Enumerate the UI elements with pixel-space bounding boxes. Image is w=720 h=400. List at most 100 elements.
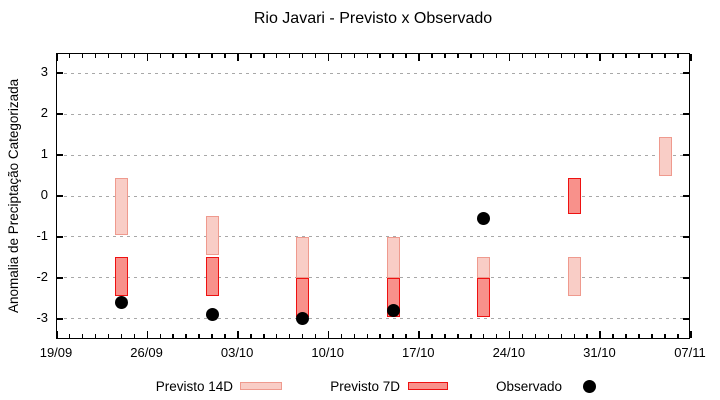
x-tick-label: 17/10: [402, 345, 435, 360]
gridline: [57, 236, 689, 238]
observado-dot: [115, 295, 129, 309]
x-axis-tick: [120, 54, 123, 58]
x-axis-tick: [275, 334, 278, 338]
x-axis-tick: [560, 54, 563, 58]
x-axis-tick: [211, 334, 213, 338]
x-axis-tick: [482, 334, 485, 338]
y-tick-label: 3: [40, 64, 48, 80]
x-axis-tick: [599, 54, 601, 61]
x-axis-tick: [68, 334, 71, 338]
x-axis-tick: [211, 54, 213, 58]
x-axis-tick: [379, 334, 381, 338]
y-axis-tick: [683, 195, 689, 197]
x-axis-tick: [638, 54, 640, 58]
bar-previsto-14d: [568, 257, 582, 297]
y-axis-tick: [57, 317, 63, 320]
y-axis-tick: [683, 235, 689, 238]
x-axis-tick: [470, 54, 472, 58]
y-axis-tick: [57, 72, 63, 75]
x-axis-tick: [340, 334, 343, 338]
x-axis-tick: [586, 334, 588, 338]
x-axis-tick: [81, 334, 84, 338]
y-axis-tick: [57, 154, 63, 157]
x-axis-tick: [353, 334, 356, 338]
x-axis-tick: [340, 54, 343, 58]
y-tick-label: 1: [40, 146, 48, 162]
y-axis-tick: [57, 276, 63, 279]
x-axis-tick: [677, 54, 679, 58]
bar-previsto-14d: [115, 177, 129, 235]
bar-previsto-14d: [386, 236, 400, 278]
plot-area: [56, 53, 692, 339]
x-axis-tick: [198, 334, 200, 338]
x-axis-tick: [444, 334, 446, 338]
x-axis-tick: [482, 54, 485, 58]
x-axis-tick: [327, 331, 330, 338]
bar-previsto-7d: [568, 177, 582, 215]
x-axis-tick: [508, 331, 511, 338]
x-axis-tick: [690, 54, 692, 61]
x-axis-tick: [418, 331, 420, 338]
x-axis-tick: [560, 334, 563, 338]
x-axis-tick: [651, 54, 653, 58]
x-axis-tick: [263, 334, 265, 338]
x-axis-tick: [107, 54, 110, 58]
x-axis-tick: [547, 334, 550, 338]
x-axis-tick: [301, 54, 304, 58]
x-axis-tick: [94, 334, 97, 338]
y-axis-tick: [57, 235, 63, 238]
x-axis-tick: [495, 334, 498, 338]
gridline: [57, 72, 689, 74]
x-axis-tick: [224, 334, 226, 338]
x-axis-tick: [405, 54, 407, 58]
x-tick-label: 26/09: [130, 345, 163, 360]
x-axis-tick: [495, 54, 498, 58]
x-tick-label: 24/10: [492, 345, 526, 360]
x-axis-tick: [314, 334, 317, 338]
x-tick-label: 03/10: [220, 345, 254, 360]
bar-previsto-14d: [477, 257, 491, 278]
x-axis-tick: [470, 334, 472, 338]
x-axis-tick: [263, 54, 265, 58]
x-axis-tick: [107, 334, 110, 338]
x-axis-tick: [353, 54, 356, 58]
x-axis-tick: [638, 334, 640, 338]
x-axis-tick: [625, 334, 627, 338]
bar-previsto-7d: [205, 257, 219, 297]
observado-dot: [477, 211, 491, 225]
x-axis-tick: [690, 331, 692, 338]
y-tick-label: -2: [36, 268, 48, 284]
x-axis-tick: [534, 334, 537, 338]
x-axis-tick: [379, 54, 381, 58]
chart-title: Rio Javari - Previsto x Observado: [253, 10, 493, 27]
gridline: [57, 154, 689, 156]
x-axis-tick: [56, 331, 58, 338]
x-axis-tick: [599, 331, 601, 338]
x-axis-tick: [146, 331, 149, 338]
x-axis-tick: [185, 334, 187, 338]
x-tick-label: 10/10: [311, 345, 344, 360]
x-axis-tick: [573, 334, 576, 338]
x-axis-tick: [392, 54, 394, 58]
x-tick-label: 19/09: [39, 345, 73, 360]
x-axis-tick: [314, 54, 317, 58]
y-axis-tick: [683, 276, 689, 279]
x-axis-tick: [94, 54, 97, 58]
x-axis-tick: [237, 331, 239, 338]
x-axis-tick: [573, 54, 576, 58]
x-axis-tick: [81, 54, 84, 58]
gridline: [57, 277, 689, 279]
x-axis-tick: [586, 54, 588, 58]
observado-dot: [386, 304, 400, 318]
x-axis-tick: [651, 334, 653, 338]
x-axis-tick: [120, 334, 123, 338]
x-axis-tick: [288, 334, 291, 338]
x-axis-tick: [534, 54, 537, 58]
x-axis-tick: [172, 54, 174, 58]
x-axis-tick: [366, 334, 369, 338]
observado-dot: [296, 312, 310, 326]
x-axis-tick: [250, 54, 252, 58]
legend-label-observado: Observado: [495, 379, 562, 394]
y-axis-tick: [683, 317, 689, 320]
x-axis-tick: [159, 334, 161, 338]
